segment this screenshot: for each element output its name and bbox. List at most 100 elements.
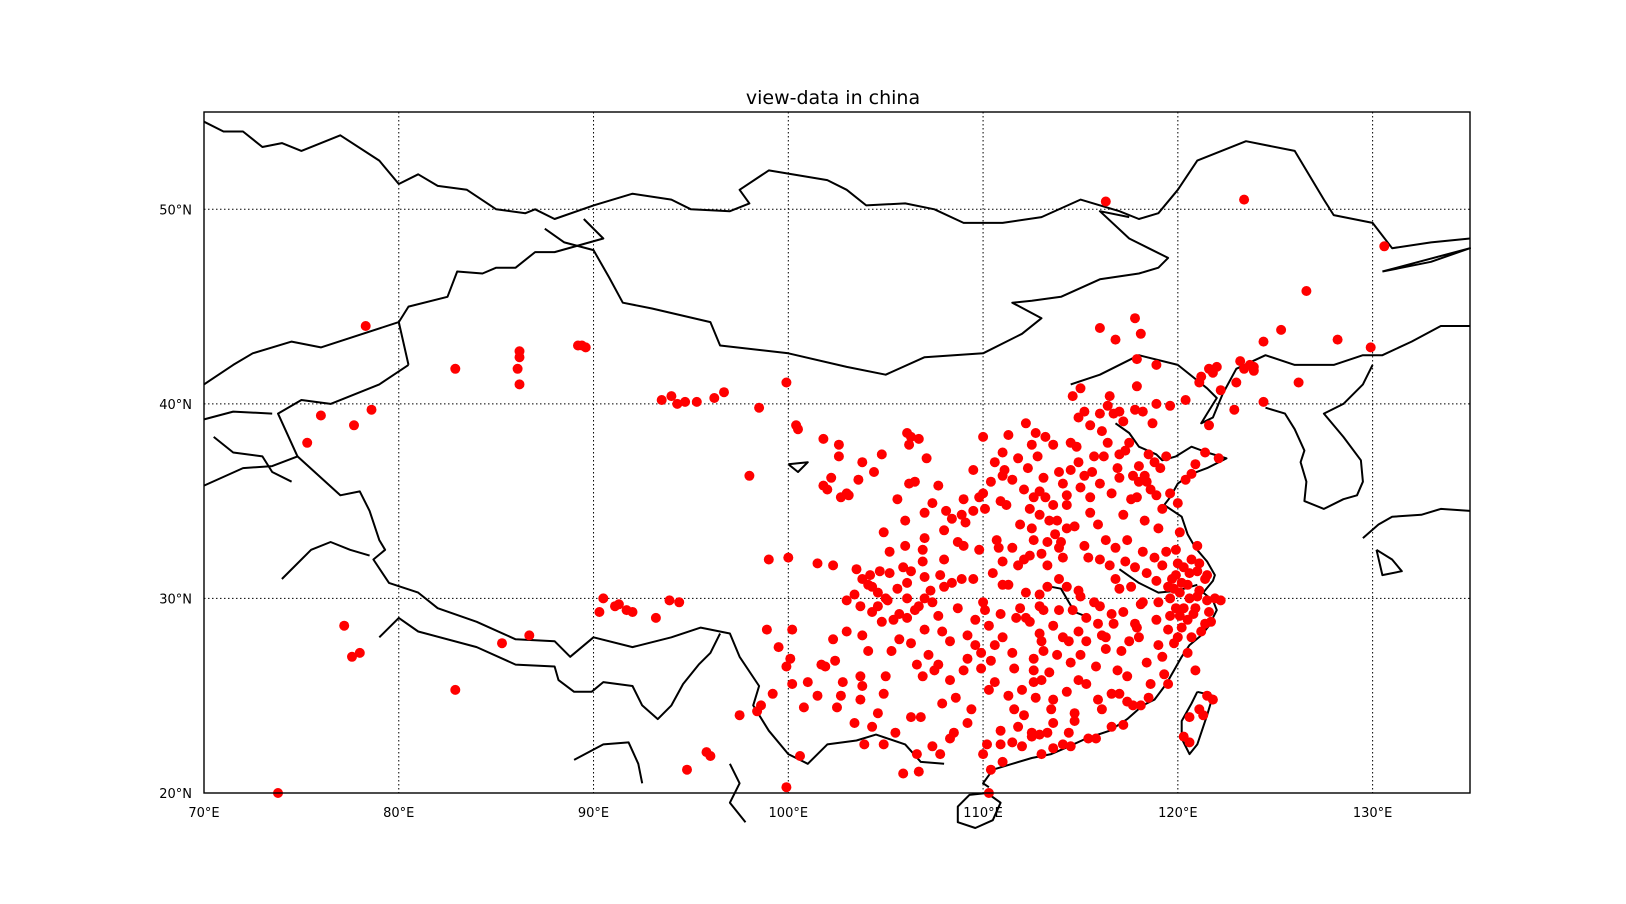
data-point [1153,523,1164,534]
data-point [911,659,922,670]
data-point [1098,451,1109,462]
data-point [1007,542,1018,553]
data-point [1038,472,1049,483]
data-point [857,457,868,468]
data-point [1026,439,1037,450]
chart-title: view-data in china [746,87,920,109]
data-point [1065,741,1076,752]
data-point [1186,468,1197,479]
data-point [1042,537,1053,547]
data-point [598,593,609,604]
data-point [1073,675,1084,686]
data-point [923,649,934,660]
data-point [919,507,930,518]
data-point [1075,482,1086,493]
data-point [876,449,887,460]
data-point [1215,595,1226,606]
data-point [974,544,985,555]
data-point [1081,679,1092,689]
data-point [1007,647,1018,658]
data-point [1094,478,1105,489]
data-point [1024,503,1035,514]
data-point [1248,365,1259,376]
data-point [1024,550,1035,561]
data-point [1145,679,1156,689]
x-tick-label: 90°E [578,806,609,821]
data-point [1048,500,1059,510]
data-point [1094,554,1105,565]
data-point [1096,630,1107,641]
data-point [886,646,897,656]
data-point [902,593,913,604]
data-point [1130,562,1140,573]
data-point [1030,692,1041,703]
data-point [354,647,365,658]
data-point [656,395,667,405]
data-point [1026,523,1037,534]
coastline-path [397,218,605,366]
data-point [1007,737,1018,748]
data-point [941,505,952,516]
data-point [1096,704,1107,715]
data-point [1020,612,1031,623]
data-point [909,476,920,487]
data-points [273,194,1390,798]
data-point [450,363,461,374]
data-point [1073,626,1084,637]
data-point [754,402,765,413]
data-point [1065,465,1076,475]
data-point [705,751,716,761]
data-point [1009,704,1020,715]
coastline-path [203,321,400,386]
data-point [980,503,990,514]
data-point [666,391,677,402]
data-point [1194,558,1205,569]
data-point [902,577,913,588]
data-point [1130,404,1140,415]
data-point [1108,618,1119,629]
data-point [1100,535,1111,546]
data-point [1131,492,1142,503]
data-point [1089,451,1100,462]
data-point [1135,700,1146,711]
data-point [950,692,961,703]
data-point [1184,593,1195,604]
data-point [650,612,661,623]
data-point [968,505,979,516]
data-point [892,494,903,505]
data-point [946,513,957,524]
data-point [812,690,823,701]
data-point [1038,646,1049,656]
data-point [1011,612,1022,623]
data-point [1022,463,1033,474]
data-point [1165,610,1176,621]
data-point [1165,488,1176,499]
data-point [1133,476,1144,487]
data-point [872,587,883,598]
data-point [1198,710,1209,721]
data-point [1258,396,1269,407]
data-point [906,638,916,649]
data-point [514,379,525,390]
coastline-path [378,616,721,721]
x-tick-label: 80°E [383,806,414,821]
data-point [1067,391,1078,402]
data-point [1301,286,1312,296]
data-point [349,420,359,431]
data-point [989,640,1000,651]
data-point [1067,605,1078,616]
data-point [1182,579,1193,590]
coastline-path [203,364,410,487]
data-point [927,498,938,509]
data-point [1159,669,1170,680]
data-point [1061,500,1072,510]
data-point [1013,453,1024,464]
data-point [822,484,833,495]
data-point [1157,560,1168,571]
data-point [1176,622,1187,633]
data-point [919,624,930,635]
data-point [524,630,535,641]
data-point [933,480,944,491]
data-point [1206,616,1216,627]
